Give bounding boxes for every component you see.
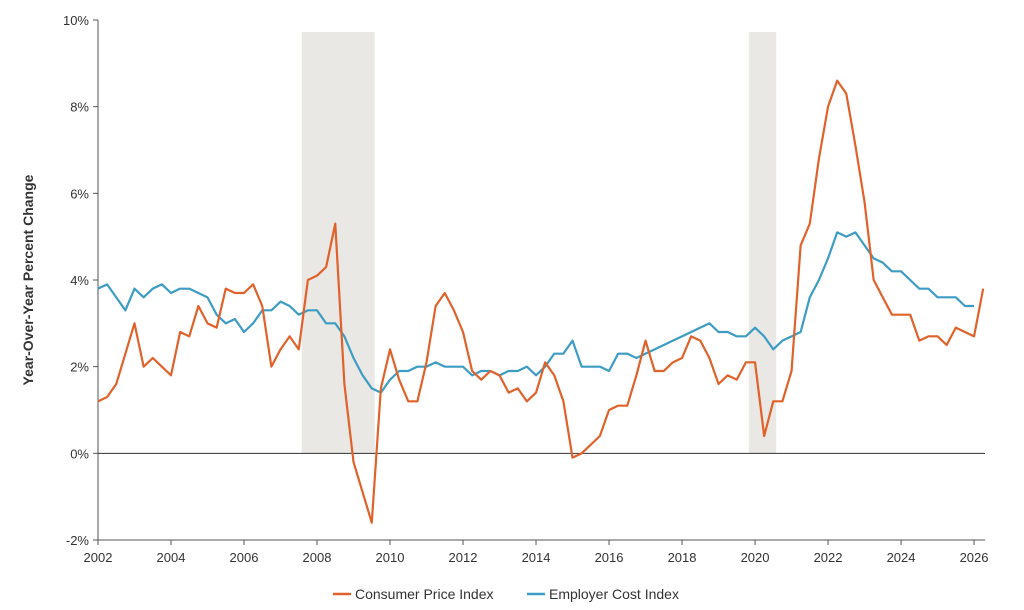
x-tick-label: 2016 [595,550,624,565]
y-tick-label: -2% [66,533,90,548]
x-tick-label: 2004 [157,550,186,565]
x-axis-ticks: 2002 2004 2006 2008 2010 2012 2014 2016 2018 2020… [84,540,989,565]
x-tick-label: 2012 [449,550,478,565]
axes [97,20,985,541]
y-tick-label: 2% [70,360,89,375]
y-tick-label: 8% [70,100,89,115]
y-tick-label: 0% [70,446,89,461]
x-tick-label: 2024 [887,550,916,565]
recession-band-1 [748,32,777,454]
x-tick-label: 2008 [303,550,332,565]
x-tick-label: 2020 [741,550,770,565]
legend-label-consumer-price-index: Consumer Price Index [355,586,494,602]
x-tick-label: 2018 [668,550,697,565]
y-tick-label: 4% [70,273,89,288]
series-line-consumer-price-index [97,79,985,524]
x-tick-label: 2022 [814,550,843,565]
legend-label-employer-cost-index: Employer Cost Index [549,586,679,602]
x-tick-label: 2006 [230,550,259,565]
recession-band-0 [301,32,375,454]
x-tick-label: 2026 [960,550,989,565]
x-tick-label: 2010 [376,550,405,565]
y-axis-title: Year-Over-Year Percent Change [20,174,36,385]
series-lines [97,79,985,524]
series-line-employer-cost-index [97,231,975,394]
recession-bands [301,32,777,454]
legend: Consumer Price Index Employer Cost Index [333,586,679,602]
y-tick-label: 6% [70,186,89,201]
y-tick-label: 10% [63,13,89,28]
y-axis-ticks: -2% 0% 2% 4% 6% 8% 10% [63,13,98,548]
x-tick-label: 2002 [84,550,113,565]
x-tick-label: 2014 [522,550,551,565]
